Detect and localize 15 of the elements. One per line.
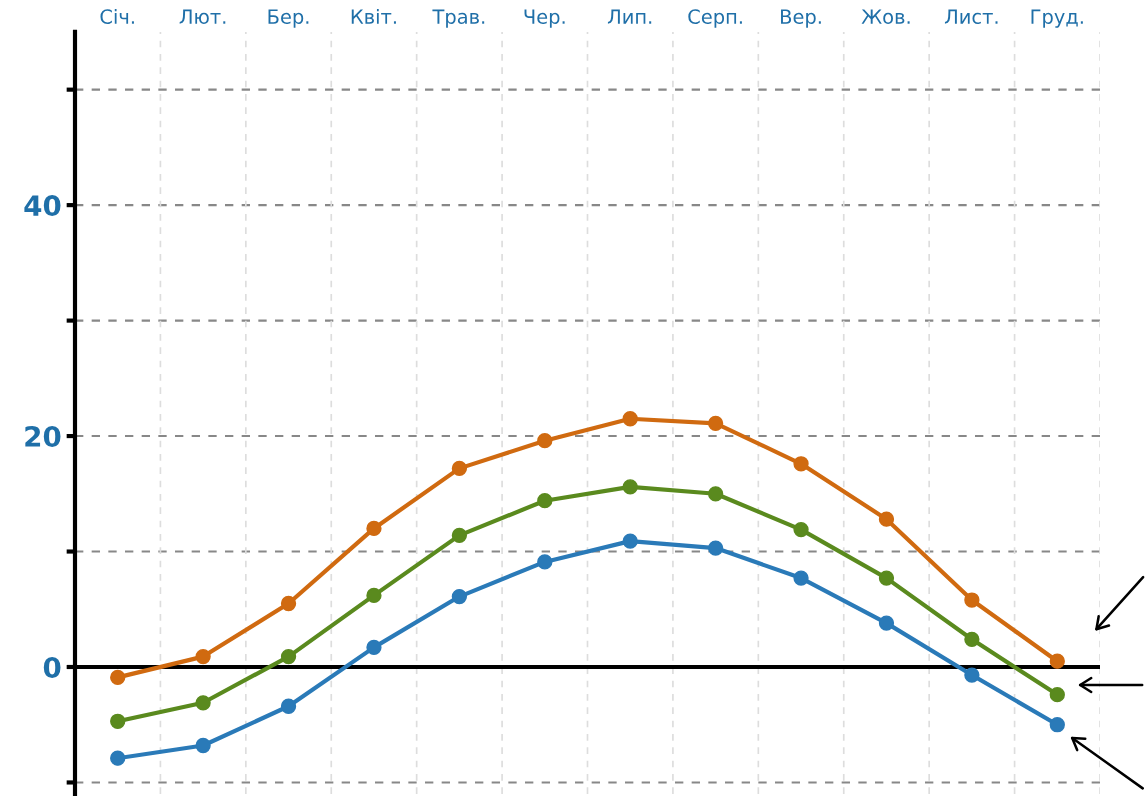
x-tick-label: Груд. bbox=[1031, 9, 1083, 28]
x-tick-label: Лист. bbox=[944, 9, 998, 24]
x-tick-label: Вер. bbox=[781, 9, 821, 28]
x-tick-label: Чер. bbox=[524, 9, 565, 28]
y-tick-label: 20 bbox=[25, 426, 61, 448]
x-tick-label: Січ. bbox=[100, 8, 134, 24]
x-tick-label: Бер. bbox=[268, 9, 309, 28]
x-tick-label: Серп. bbox=[688, 9, 742, 28]
y-tick-label: 40 bbox=[24, 195, 61, 217]
x-tick-label: Трав. bbox=[432, 9, 485, 28]
x-tick-label: Лют. bbox=[179, 9, 226, 24]
x-tick-label: Квіт. bbox=[351, 8, 396, 24]
x-tick-label: Жов. bbox=[861, 9, 910, 24]
y-tick-label: 0 bbox=[43, 656, 61, 678]
x-tick-label: Лип. bbox=[607, 9, 652, 24]
